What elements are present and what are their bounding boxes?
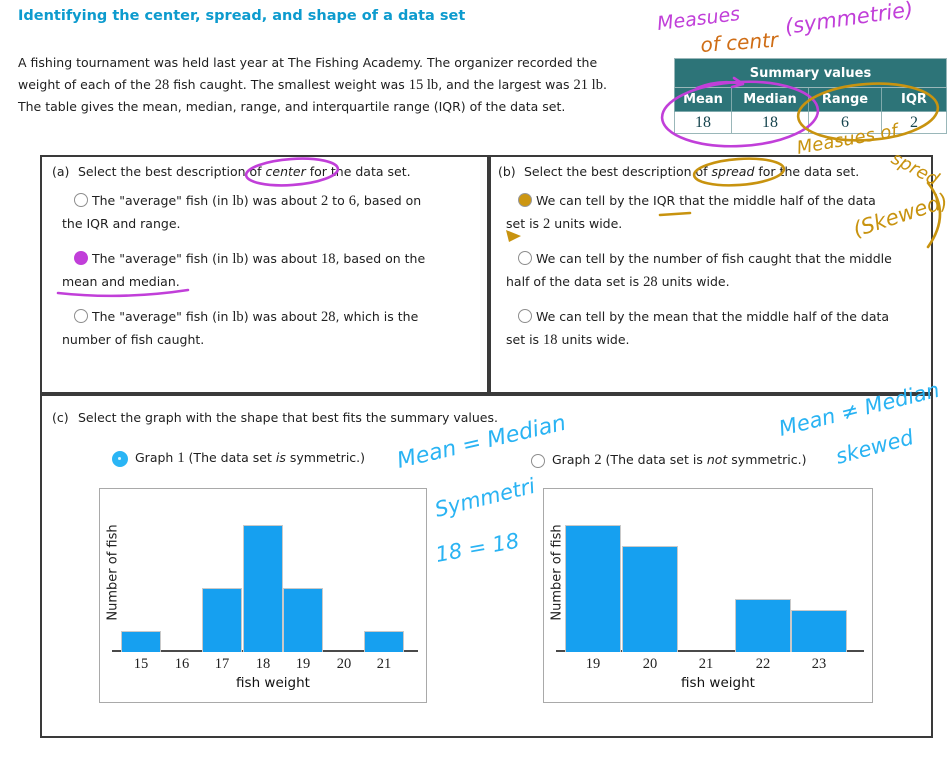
x-tick-label: 19 (295, 656, 311, 672)
graph1-label: Graph 1 (The data set is symmetric.) (135, 450, 366, 466)
option-a1: The "average" fish (in lb) was about 2 t… (62, 190, 477, 235)
value-mean: 18 (674, 111, 732, 134)
question-c-label: (c) (52, 410, 69, 425)
option-a2-radio[interactable] (74, 251, 88, 265)
question-a-label: (a) (52, 164, 70, 179)
bar-21 (364, 631, 404, 652)
bar-22 (735, 599, 791, 652)
col-header-median: Median (731, 87, 809, 112)
graph2-label: Graph 2 (The data set is not symmetric.) (552, 452, 807, 468)
option-b1-radio[interactable] (518, 193, 532, 207)
page-title: Identifying the center, spread, and shap… (18, 8, 466, 24)
options-a: The "average" fish (in lb) was about 2 t… (62, 190, 477, 364)
x-tick-label: 20 (336, 656, 352, 672)
intro-line: A fishing tournament was held last year … (18, 55, 598, 70)
bar-19 (283, 588, 323, 652)
summary-values-table: Summary values Mean Median Range IQR 18 … (674, 58, 947, 134)
annotation-of-center-text: of centr (700, 28, 781, 57)
intro-line: The table gives the mean, median, range,… (18, 99, 566, 114)
x-tick-label: 21 (698, 656, 714, 672)
graph1-choice: Graph 1 (The data set is symmetric.) (112, 450, 365, 467)
graph-2-chart: Number of fish 19 20 21 22 23 fish weight (543, 488, 873, 703)
graph2-choice: Graph 2 (The data set is not symmetric.) (531, 452, 806, 469)
intro-line: weight of each of the 28 fish caught. Th… (18, 77, 607, 93)
bar-17 (202, 588, 242, 652)
question-c: (c) Select the graph with the shape that … (52, 410, 498, 425)
question-b: (b) Select the best description of spread… (498, 164, 859, 179)
question-b-text: Select the best description of spread fo… (524, 164, 860, 179)
x-axis-label: fish weight (681, 675, 755, 691)
graph-1-chart: Number of fish 15 16 17 18 19 20 21 fish weight (99, 488, 427, 703)
option-b2-text: We can tell by the number of fish caught… (506, 251, 892, 290)
options-b: We can tell by the IQR that the middle h… (506, 190, 926, 364)
graph1-radio[interactable] (112, 450, 128, 467)
annotation-symmetric-paren-text: (symmetrie) (783, 0, 914, 39)
question-a: (a) Select the best description of center… (52, 164, 411, 179)
option-b3-text: We can tell by the mean that the middle … (506, 309, 890, 348)
option-b3: We can tell by the mean that the middle … (506, 306, 926, 351)
bar-19 (565, 525, 621, 652)
option-a1-text: The "average" fish (in lb) was about 2 t… (62, 193, 422, 231)
col-header-range: Range (808, 87, 882, 112)
value-median: 18 (731, 111, 809, 134)
bar-23 (791, 610, 847, 652)
option-a2-text: The "average" fish (in lb) was about 18,… (62, 251, 426, 289)
option-a3-radio[interactable] (74, 309, 88, 323)
bar-15 (121, 631, 161, 652)
col-header-iqr: IQR (881, 87, 947, 112)
y-axis-label: Number of fish (549, 523, 565, 621)
x-axis-label: fish weight (236, 675, 310, 691)
question-b-label: (b) (498, 164, 516, 179)
option-a3-text: The "average" fish (in lb) was about 28,… (62, 309, 419, 347)
x-tick-label: 21 (376, 656, 392, 672)
x-tick-label: 15 (133, 656, 149, 672)
value-range: 6 (808, 111, 882, 134)
x-tick-label: 23 (811, 656, 827, 672)
bar-18 (243, 525, 283, 652)
col-header-mean: Mean (674, 87, 732, 112)
x-tick-label: 20 (642, 656, 658, 672)
option-b1-text: We can tell by the IQR that the middle h… (506, 193, 876, 232)
panel-a (40, 155, 489, 394)
annotation-measures-text: Measues (656, 3, 741, 35)
option-a2: The "average" fish (in lb) was about 18,… (62, 248, 477, 293)
option-a3: The "average" fish (in lb) was about 28,… (62, 306, 477, 351)
x-tick-label: 18 (255, 656, 271, 672)
bar-20 (622, 546, 678, 652)
x-tick-label: 19 (585, 656, 601, 672)
question-c-text: Select the graph with the shape that bes… (78, 410, 498, 425)
question-a-text: Select the best description of center fo… (78, 164, 411, 179)
option-b2: We can tell by the number of fish caught… (506, 248, 926, 293)
x-tick-label: 16 (174, 656, 190, 672)
x-tick-label: 22 (755, 656, 771, 672)
option-b2-radio[interactable] (518, 251, 532, 265)
option-b1: We can tell by the IQR that the middle h… (506, 190, 926, 235)
option-a1-radio[interactable] (74, 193, 88, 207)
value-iqr: 2 (881, 111, 947, 134)
table-title: Summary values (674, 58, 947, 88)
option-b3-radio[interactable] (518, 309, 532, 323)
x-axis-line (556, 650, 864, 652)
graph2-radio[interactable] (531, 453, 545, 468)
y-axis-label: Number of fish (105, 523, 121, 621)
x-tick-label: 17 (214, 656, 230, 672)
panel-b (489, 155, 933, 394)
intro-paragraph: A fishing tournament was held last year … (18, 52, 678, 118)
